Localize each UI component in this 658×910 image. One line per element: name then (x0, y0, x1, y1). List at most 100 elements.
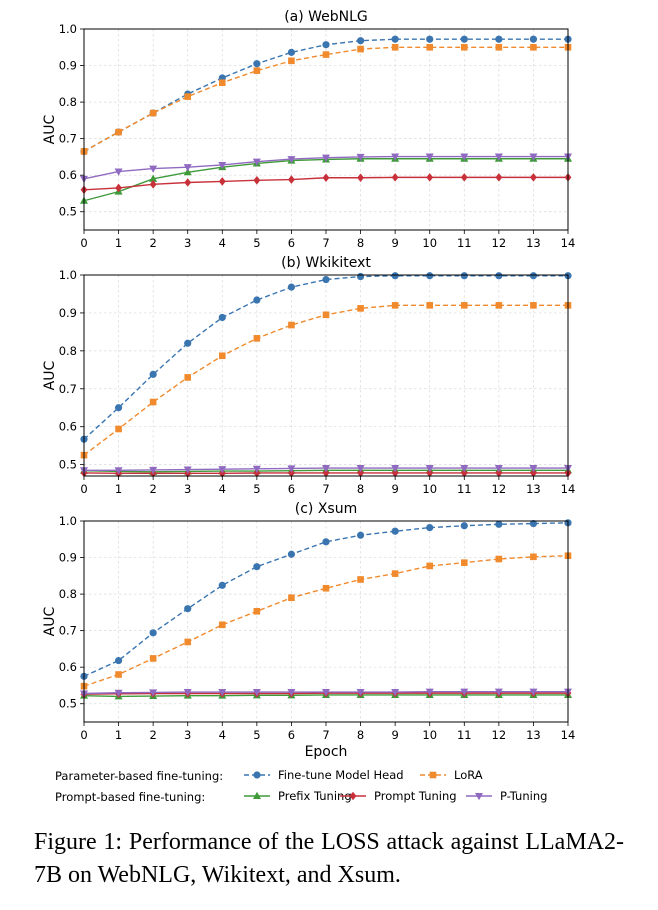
data-point (114, 657, 123, 665)
data-point (253, 607, 261, 615)
data-point (530, 302, 537, 309)
legend-label: Prefix Tuning (278, 789, 352, 803)
data-point (529, 688, 538, 696)
x-tick-label: 12 (492, 236, 507, 250)
x-tick-label: 3 (184, 236, 191, 250)
data-point (495, 43, 503, 51)
data-point (530, 468, 537, 478)
data-point (252, 158, 261, 166)
data-point (218, 177, 226, 186)
data-point (322, 311, 330, 319)
data-point (495, 173, 503, 182)
y-tick-label: 0.6 (59, 420, 77, 434)
y-tick-label: 0.5 (59, 458, 77, 472)
data-point (530, 553, 537, 561)
data-point (184, 178, 192, 187)
legend: Parameter-based fine-tuning: Prompt-base… (55, 768, 547, 804)
data-point (426, 302, 434, 309)
legend-marker (429, 771, 437, 779)
legend-entry-lora: LoRA (420, 768, 483, 782)
data-point (495, 302, 503, 309)
data-point (426, 468, 434, 478)
data-point (460, 272, 468, 280)
data-point (183, 689, 192, 697)
data-point (529, 35, 538, 43)
data-point (252, 465, 261, 474)
legend-entry-p-tuning: P-Tuning (466, 789, 547, 803)
y-tick-label: 0.7 (59, 624, 77, 638)
y-tick-label: 0.6 (59, 660, 77, 674)
data-point (495, 35, 503, 43)
x-tick-label: 8 (357, 482, 364, 496)
data-point (391, 570, 399, 577)
legend-marker (349, 791, 357, 801)
y-tick-label: 0.5 (59, 205, 77, 219)
legend-group-parameter: Parameter-based fine-tuning: (55, 769, 223, 783)
data-point (287, 689, 296, 697)
data-point (322, 584, 330, 592)
data-point (391, 465, 400, 473)
grid (83, 28, 569, 230)
chart-title: (b) Wkikitext (281, 255, 371, 271)
x-tick-label: 11 (457, 236, 472, 250)
data-point (184, 374, 192, 381)
series-prompt-tuning (80, 173, 572, 195)
x-tick-label: 14 (561, 482, 576, 496)
x-tick-label: 9 (391, 482, 398, 496)
data-point (425, 465, 434, 473)
data-point (356, 153, 365, 162)
data-point (426, 272, 434, 280)
y-tick-label: 1.0 (59, 514, 77, 528)
data-point (322, 154, 330, 162)
data-point (218, 352, 226, 360)
data-point (494, 465, 503, 473)
y-tick-label: 1.0 (59, 268, 77, 282)
data-point (287, 48, 296, 56)
y-tick-label: 0.5 (59, 697, 77, 711)
data-point (460, 35, 468, 43)
data-point (149, 629, 157, 637)
data-point (287, 283, 296, 291)
x-tick-label: 3 (184, 728, 191, 742)
legend-label: Prompt Tuning (374, 789, 457, 803)
data-point (322, 41, 330, 49)
data-point (218, 689, 227, 697)
data-point (530, 173, 537, 182)
panel-2: 0 1 2 3 4 5 6 7 8 9 10 11 12 13 140.50.60.70.80.91.0(b… (42, 255, 575, 496)
data-point (356, 689, 365, 697)
x-tick-label: 6 (288, 236, 295, 250)
data-point (529, 272, 538, 280)
x-tick-label: 0 (80, 482, 87, 496)
data-point (426, 35, 434, 43)
legend-entry-fine-tune-model-head: Fine-tune Model Head (244, 768, 404, 782)
x-axis-label: Epoch (305, 744, 348, 760)
x-tick-label: 7 (322, 236, 329, 250)
data-point (391, 527, 399, 535)
data-point (114, 467, 123, 475)
data-point (115, 425, 122, 433)
data-point (218, 79, 226, 87)
data-point (460, 465, 469, 473)
x-tick-label: 5 (253, 728, 260, 742)
data-point (183, 167, 192, 176)
data-point (288, 175, 295, 184)
panel-3: 0 1 2 3 4 5 6 7 8 9 10 11 12 13 140.50.60.70.80.91.0(c… (42, 501, 575, 760)
data-point (149, 466, 158, 475)
legend-label: LoRA (454, 768, 483, 782)
legend-label: Fine-tune Model Head (278, 768, 404, 782)
data-point (253, 335, 261, 342)
data-point (288, 57, 295, 65)
x-tick-label: 0 (80, 236, 87, 250)
x-tick-label: 6 (288, 482, 295, 496)
chart-title: (a) WebNLG (284, 9, 368, 25)
data-point (149, 165, 158, 173)
x-tick-label: 7 (322, 482, 329, 496)
x-tick-label: 5 (253, 236, 260, 250)
x-tick-label: 13 (526, 728, 541, 742)
data-point (218, 313, 226, 322)
y-tick-label: 0.8 (59, 344, 77, 358)
data-point (460, 43, 468, 51)
x-tick-label: 2 (149, 236, 156, 250)
legend-entry-prompt-tuning: Prompt Tuning (340, 789, 457, 803)
x-tick-label: 2 (149, 482, 156, 496)
